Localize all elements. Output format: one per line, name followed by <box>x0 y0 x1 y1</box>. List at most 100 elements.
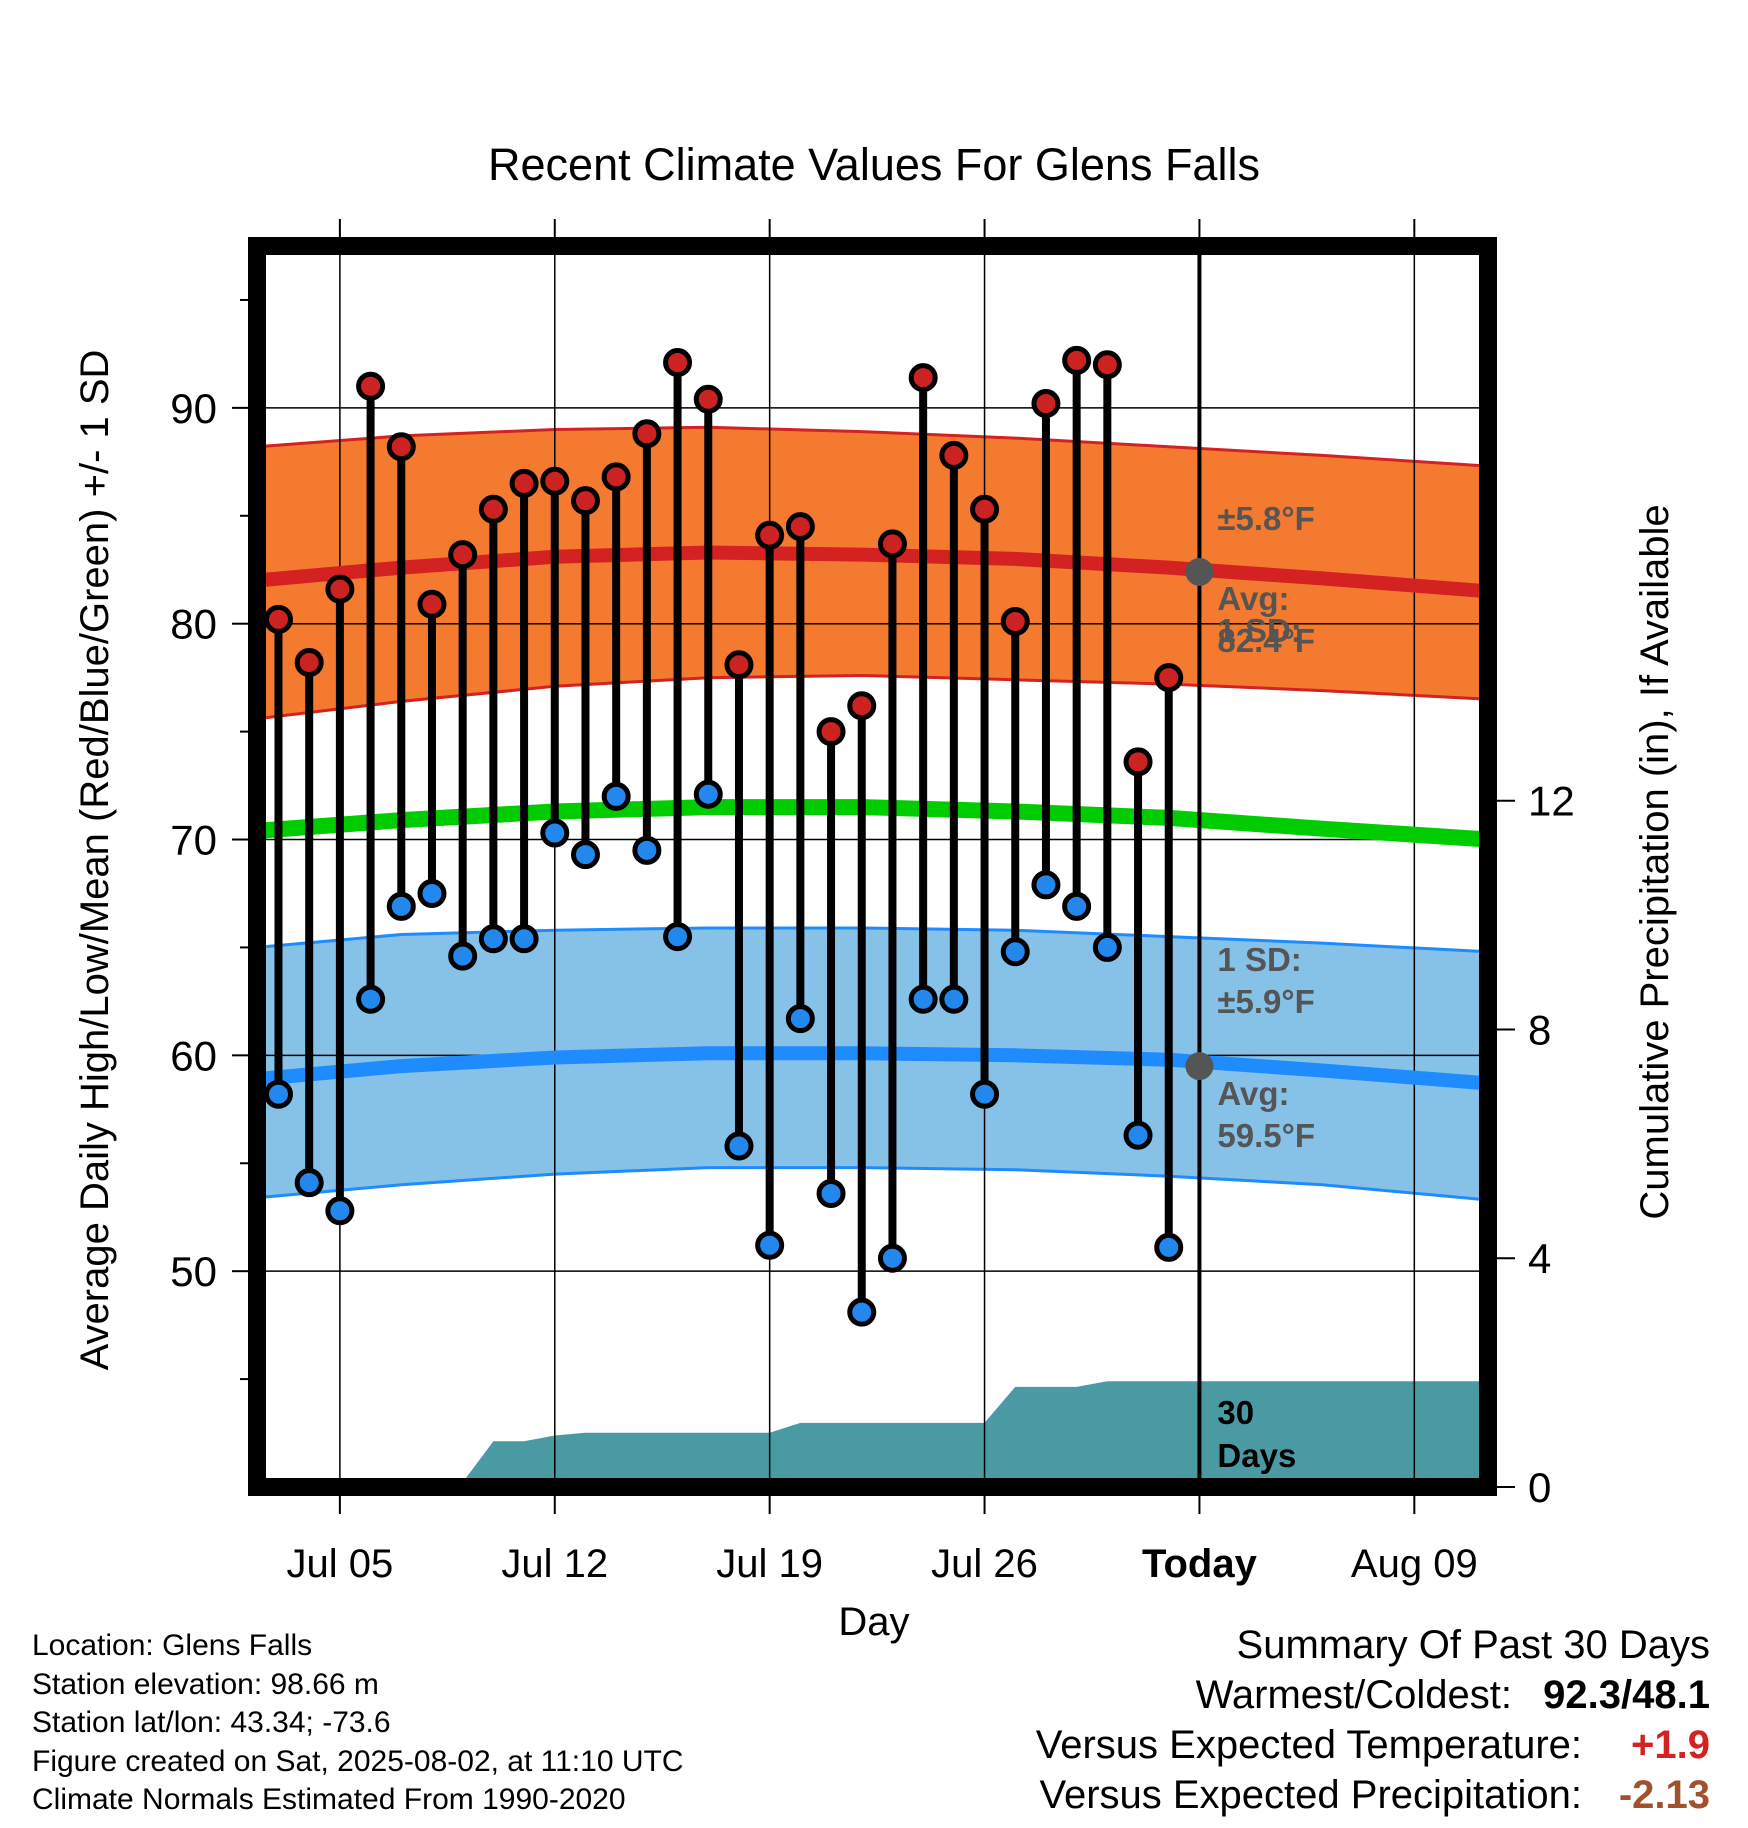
daily-low-point <box>970 1079 1000 1109</box>
daily-high-point <box>601 462 631 492</box>
daily-high-point <box>386 432 416 462</box>
warm-cold-label: Warmest/Coldest: <box>1195 1673 1512 1717</box>
daily-low-point <box>939 984 969 1014</box>
daily-high-point <box>908 363 938 393</box>
daily-low-point <box>601 781 631 811</box>
low-sd-label: 1 SD: <box>1217 941 1301 978</box>
y2-tick-label: 12 <box>1528 778 1575 825</box>
daily-low-point <box>417 878 447 908</box>
temp-anomaly-value: +1.9 <box>1631 1723 1710 1767</box>
daily-low-point <box>509 924 539 954</box>
daily-low-point <box>294 1168 324 1198</box>
x-tick-label: Jul 19 <box>716 1542 823 1586</box>
low-avg-value: 59.5°F <box>1217 1117 1315 1154</box>
precip-days-label: 30 <box>1217 1394 1254 1431</box>
y-tick-label: 80 <box>170 601 217 648</box>
x-axis: Jul 05 Jul 12 Jul 19 Jul 26 Today Aug 09 <box>287 219 1478 1586</box>
daily-high-point <box>294 648 324 678</box>
y-tick-label: 60 <box>170 1032 217 1079</box>
daily-high-point <box>540 466 570 496</box>
daily-high-point <box>417 589 447 619</box>
daily-high-point <box>509 468 539 498</box>
daily-high-point <box>263 604 293 634</box>
warm-cold-value: 92.3/48.1 <box>1543 1673 1710 1717</box>
daily-low-point <box>325 1196 355 1226</box>
daily-high-point <box>632 419 662 449</box>
y-tick-label: 50 <box>170 1248 217 1295</box>
low-avg-label: Avg: <box>1217 1075 1289 1112</box>
daily-high-point <box>663 348 693 378</box>
daily-high-point <box>970 494 1000 524</box>
y-axis-label: Average Daily High/Low/Mean (Red/Blue/Gr… <box>73 350 117 1371</box>
high-sd-value: ±5.8°F <box>1217 500 1314 537</box>
latlon-text: Station lat/lon: 43.34; -73.6 <box>32 1706 391 1739</box>
summary-warm-cold: Warmest/Coldest: 92.3/48.1 <box>1036 1670 1710 1720</box>
daily-low-point <box>724 1131 754 1161</box>
precip-days-label-2: Days <box>1217 1437 1296 1474</box>
daily-low-point <box>540 818 570 848</box>
daily-low-point <box>663 922 693 952</box>
y2-axis-label: Cumulative Precipitation (in), If Availa… <box>1633 504 1677 1219</box>
daily-high-point <box>1031 389 1061 419</box>
summary-panel: Summary Of Past 30 Days Warmest/Coldest:… <box>1036 1620 1710 1820</box>
daily-high-point <box>755 520 785 550</box>
daily-high-point <box>693 384 723 414</box>
elevation-text: Station elevation: 98.66 m <box>32 1667 379 1701</box>
daily-high-point <box>724 650 754 680</box>
daily-low-point <box>386 891 416 921</box>
daily-low-point <box>877 1243 907 1273</box>
plot-frame <box>248 237 1497 1496</box>
daily-stems <box>274 360 1173 1313</box>
high-band-upper-edge <box>256 425 1489 468</box>
daily-high-point <box>356 371 386 401</box>
daily-high-point <box>847 691 877 721</box>
precipitation-area <box>278 1381 1488 1487</box>
daily-low-point <box>263 1079 293 1109</box>
daily-low-point <box>816 1178 846 1208</box>
daily-high-point <box>1092 350 1122 380</box>
y2-tick-label: 8 <box>1528 1006 1551 1053</box>
y-axis: 50 60 70 80 90 <box>170 298 248 1381</box>
daily-low-point <box>693 779 723 809</box>
x-tick-label: Jul 12 <box>501 1542 608 1586</box>
station-metadata: Location: Glens Falls Station elevation:… <box>32 1627 684 1820</box>
avg-mean-line <box>256 799 1489 848</box>
daily-low-point <box>1031 870 1061 900</box>
chart-title: Recent Climate Values For Glens Falls <box>488 139 1260 190</box>
temp-label: Versus Expected Temperature: <box>1035 1723 1582 1767</box>
daily-low-point <box>1123 1120 1153 1150</box>
high-band-lower-edge <box>256 673 1489 721</box>
x-axis-label: Day <box>838 1600 909 1644</box>
x-tick-label: Jul 05 <box>287 1542 394 1586</box>
daily-low-point <box>1000 937 1030 967</box>
low-avg-marker <box>1185 1052 1214 1081</box>
normals-text: Climate Normals Estimated From 1990-2020 <box>32 1783 626 1816</box>
daily-high-point <box>939 440 969 470</box>
low-sd-band <box>257 928 1488 1200</box>
daily-low-point <box>478 924 508 954</box>
daily-low-point <box>1092 932 1122 962</box>
y2-tick-label: 4 <box>1528 1235 1551 1282</box>
daily-high-point <box>478 494 508 524</box>
daily-low-point <box>1062 891 1092 921</box>
daily-low-point <box>755 1230 785 1260</box>
x-tick-label: Today <box>1142 1542 1258 1586</box>
daily-low-point <box>785 1004 815 1034</box>
daily-high-point <box>448 540 478 570</box>
daily-low-point <box>570 840 600 870</box>
daily-high-point <box>816 717 846 747</box>
high-avg-label: Avg: <box>1217 580 1289 617</box>
y-tick-label: 90 <box>170 385 217 432</box>
daily-high-point <box>1154 663 1184 693</box>
daily-high-point <box>1062 345 1092 375</box>
location-text: Location: Glens Falls <box>32 1629 313 1662</box>
low-sd-value: ±5.9°F <box>1217 983 1314 1020</box>
x-tick-label: Aug 09 <box>1351 1542 1478 1586</box>
daily-high-point <box>1000 607 1030 637</box>
created-text: Figure created on Sat, 2025-08-02, at 11… <box>32 1744 684 1778</box>
x-tick-label: Jul 26 <box>931 1542 1038 1586</box>
daily-low-point <box>908 984 938 1014</box>
daily-low-point <box>632 835 662 865</box>
